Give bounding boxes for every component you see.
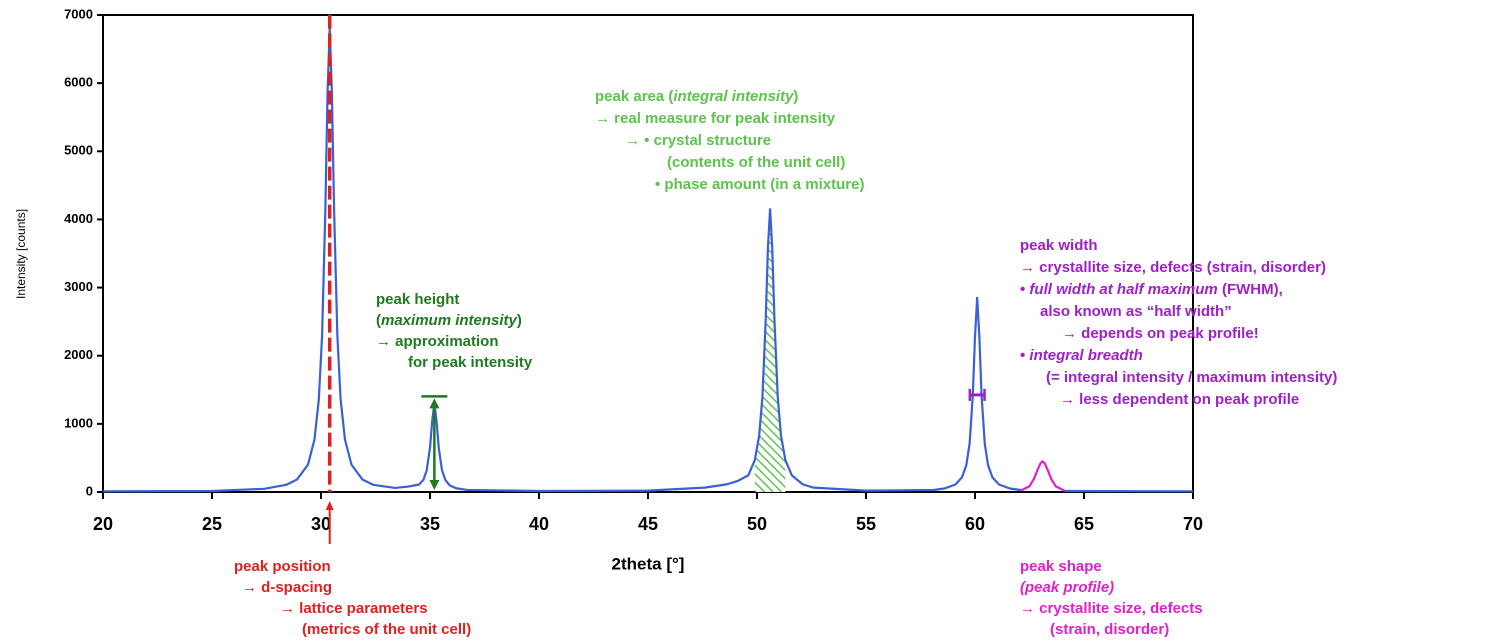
x-tick-label: 65 [1074,514,1094,534]
annotation-text: → • crystal structure [625,132,771,149]
annotation-text: (FWHM), [1218,281,1283,298]
annotation-line: → real measure for peak intensity [595,110,836,127]
x-tick-label: 45 [638,514,658,534]
annotation-line: → depends on peak profile! [1062,325,1259,342]
annotation-line: → d-spacing [242,579,332,596]
annotation-text: (peak profile) [1020,579,1114,596]
annotation-line: also known as “half width” [1040,303,1232,320]
y-tick-label: 0 [86,483,93,498]
arrow-head [429,398,440,409]
y-tick-label: 1000 [64,415,93,430]
annotation-line: peak position [234,558,331,575]
annotation-line: → crystallite size, defects [1020,600,1203,617]
annotation-line: (maximum intensity) [376,312,522,329]
annotation-text: → d-spacing [242,579,332,596]
annotation-text: (= integral intensity / maximum intensit… [1046,369,1337,386]
y-tick-label: 4000 [64,211,93,226]
x-tick-label: 50 [747,514,767,534]
annotation-text: integral intensity [673,88,794,105]
annotation-text: → lattice parameters [280,600,428,617]
y-tick-label: 7000 [64,6,93,21]
annotation-text: • [1020,347,1029,364]
annotation-line: peak shape [1020,558,1102,575]
annotation-text: → real measure for peak intensity [595,110,836,127]
annotation-text: • [1020,281,1029,298]
annotation-line: • integral breadth [1020,347,1143,364]
annotation-line: for peak intensity [408,354,533,371]
x-tick-label: 70 [1183,514,1203,534]
annotation-line: → crystallite size, defects (strain, dis… [1020,259,1326,276]
annotation-text: integral breadth [1029,347,1142,364]
annotation-text: → crystallite size, defects [1020,600,1203,617]
annotation-line: • full width at half maximum (FWHM), [1020,281,1283,298]
annotation-text: ( [376,312,381,329]
arrow-head [429,480,440,490]
annotation-line: (metrics of the unit cell) [302,621,471,638]
annotation-line: peak height [376,291,459,308]
annotation-line: (strain, disorder) [1050,621,1169,638]
x-tick-label: 60 [965,514,985,534]
annotation-text: ) [793,88,798,105]
annotation-text: • phase amount (in a mixture) [655,176,864,193]
annotation-text: for peak intensity [408,354,533,371]
arrow-head [325,501,334,510]
annotation-text: maximum intensity [381,312,518,329]
x-tick-label: 40 [529,514,549,534]
y-axis-label: Intensity [counts] [14,209,28,299]
line-series [102,27,1194,493]
annotation-text: (metrics of the unit cell) [302,621,471,638]
annotation-line: → less dependent on peak profile [1060,391,1299,408]
annotation-text: peak height [376,291,459,308]
annotation-text: → less dependent on peak profile [1060,391,1299,408]
annotation-text: (contents of the unit cell) [667,154,845,171]
x-tick-label: 20 [93,514,113,534]
annotation-line: peak width [1020,237,1098,254]
annotation-text: also known as “half width” [1040,303,1232,320]
annotation-text: peak area ( [595,88,673,105]
y-tick-label: 2000 [64,347,93,362]
annotation-line: → lattice parameters [280,600,428,617]
annotation-text: peak width [1020,237,1098,254]
annotation-text: → approximation [376,333,499,350]
annotation-text: → crystallite size, defects (strain, dis… [1020,259,1326,276]
annotation-text: → depends on peak profile! [1062,325,1259,342]
x-tick-label: 35 [420,514,440,534]
x-tick-label: 30 [311,514,331,534]
y-tick-label: 5000 [64,143,93,158]
line-series [1020,460,1065,492]
peak-area [754,209,786,492]
annotation-line: → approximation [376,333,499,350]
annotation-text: ) [517,312,522,329]
x-tick-label: 55 [856,514,876,534]
y-tick-label: 3000 [64,279,93,294]
x-tick-label: 25 [202,514,222,534]
annotation-text: full width at half maximum [1029,281,1217,298]
annotation-text: peak position [234,558,331,575]
annotation-line: (= integral intensity / maximum intensit… [1046,369,1337,386]
annotation-text: peak shape [1020,558,1102,575]
y-tick-label: 6000 [64,75,93,90]
annotation-line: → • crystal structure [625,132,771,149]
annotation-line: (peak profile) [1020,579,1114,596]
x-axis-label: 2theta [°] [612,554,685,573]
annotation-line: peak area (integral intensity) [595,88,798,105]
annotation-text: (strain, disorder) [1050,621,1169,638]
annotation-line: (contents of the unit cell) [667,154,845,171]
annotation-line: • phase amount (in a mixture) [655,176,864,193]
